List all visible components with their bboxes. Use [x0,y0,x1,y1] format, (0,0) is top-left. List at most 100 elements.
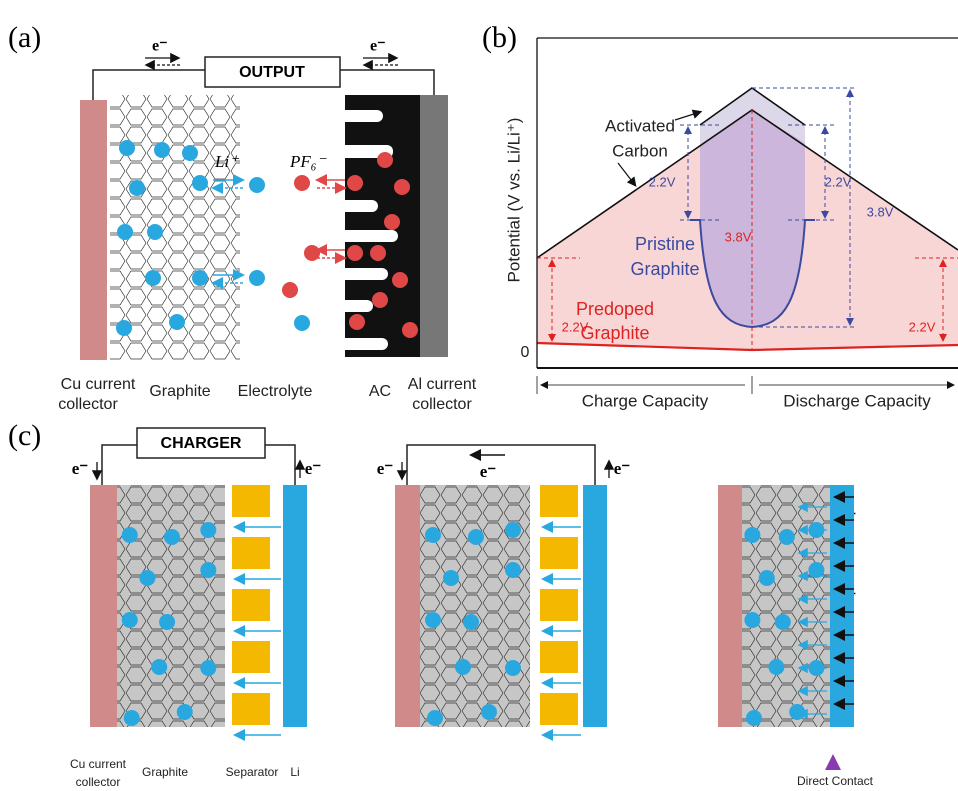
voltage-label: 3.8V [725,229,752,244]
axis-zero: 0 [521,344,530,361]
output-label: OUTPUT [239,64,305,81]
capacity-label: Charge Capacity [582,391,709,410]
li-ion [169,314,185,330]
li-ion [164,529,180,545]
voltage-label: 2.2V [825,174,852,189]
component-label: Graphite [142,765,188,779]
cu-collector [90,485,117,727]
li-ion [505,660,521,676]
electron-label: e⁻ [305,459,322,478]
li-ion [463,614,479,630]
activated-carbon-label: Activated [605,116,675,135]
anion [370,245,386,261]
figure: (a) OUTPUT e⁻ e⁻ Li⁺ PF₆⁻ Cu current col… [0,0,958,791]
charger-label: CHARGER [161,435,242,452]
separator [540,589,578,621]
li-ion [481,704,497,720]
anion [392,272,408,288]
separator [540,641,578,673]
li-ion [145,270,161,286]
separator [540,485,578,517]
li-ion [249,177,265,193]
component-label: Separator [226,765,279,779]
li-ion [177,704,193,720]
pristine-label: Pristine [635,234,695,254]
electron-label: e⁻ [614,459,631,478]
li-ion [200,562,216,578]
li-ion [468,529,484,545]
li-ion [122,612,138,628]
cells [90,485,854,735]
anion [402,322,418,338]
component-label: Graphite [149,383,210,400]
anion [347,175,363,191]
li-ion [117,224,133,240]
panel-label: (b) [482,21,517,54]
li-ion [779,529,795,545]
li-ion [159,614,175,630]
component-label: Al current [408,376,477,393]
pointer [675,112,700,120]
li-ion [768,659,784,675]
electron-label: e⁻ [377,459,394,478]
li-ion [249,270,265,286]
li-ion [192,270,208,286]
al-collector [420,95,448,357]
voltage-label: 2.2V [909,319,936,334]
lithium [283,485,307,727]
li-ion [182,145,198,161]
li-ion [119,140,135,156]
li-ion [744,527,760,543]
capacity-label: Discharge Capacity [783,391,931,410]
electron-label: e⁻ [72,459,89,478]
li-ion [455,659,471,675]
anion [394,179,410,195]
separator [232,693,270,725]
cu-collector [395,485,420,727]
li-ion [200,522,216,538]
graphite [117,485,225,727]
component-label: collector [76,775,121,789]
anion [294,175,310,191]
li-ion [200,660,216,676]
li-ion [294,315,310,331]
li-ion [505,522,521,538]
anion [377,152,393,168]
li-ion [192,175,208,191]
voltage-label: 2.2V [562,319,589,334]
wire [407,445,595,485]
component-label: Li [290,765,299,779]
voltage-label: 2.2V [649,174,676,189]
cu-collector [718,485,742,727]
pointer [618,163,635,185]
li-ion [151,659,167,675]
pristine-label: Graphite [630,259,699,279]
electron-label: e⁻ [480,462,497,481]
ion-label: PF₆⁻ [289,152,328,171]
electron-label: e⁻ [152,38,168,55]
activated-carbon-label: Carbon [612,141,668,160]
predoped-label: Graphite [580,323,649,343]
anion [347,245,363,261]
li-ion [789,704,805,720]
separator [232,537,270,569]
panel-b: (b) Potential (V vs. Li/Li⁺) 0 Activated… [482,21,958,411]
li-ion [147,224,163,240]
li-ion [427,710,443,726]
component-label: collector [412,396,472,413]
panel-a: (a) OUTPUT e⁻ e⁻ Li⁺ PF₆⁻ Cu current col… [8,21,477,413]
predoped-label: Predoped [576,299,654,319]
li-ion [154,142,170,158]
panel-label: (a) [8,21,41,54]
li-ion [425,612,441,628]
li-ion [744,612,760,628]
li-ion [139,570,155,586]
separator [232,485,270,517]
cu-collector [80,100,107,360]
electron-label: e⁻ [370,38,386,55]
component-label: Cu current [61,376,136,393]
li-ion [443,570,459,586]
lithium [583,485,607,727]
anion [384,214,400,230]
ion-label: Li⁺ [214,152,240,171]
